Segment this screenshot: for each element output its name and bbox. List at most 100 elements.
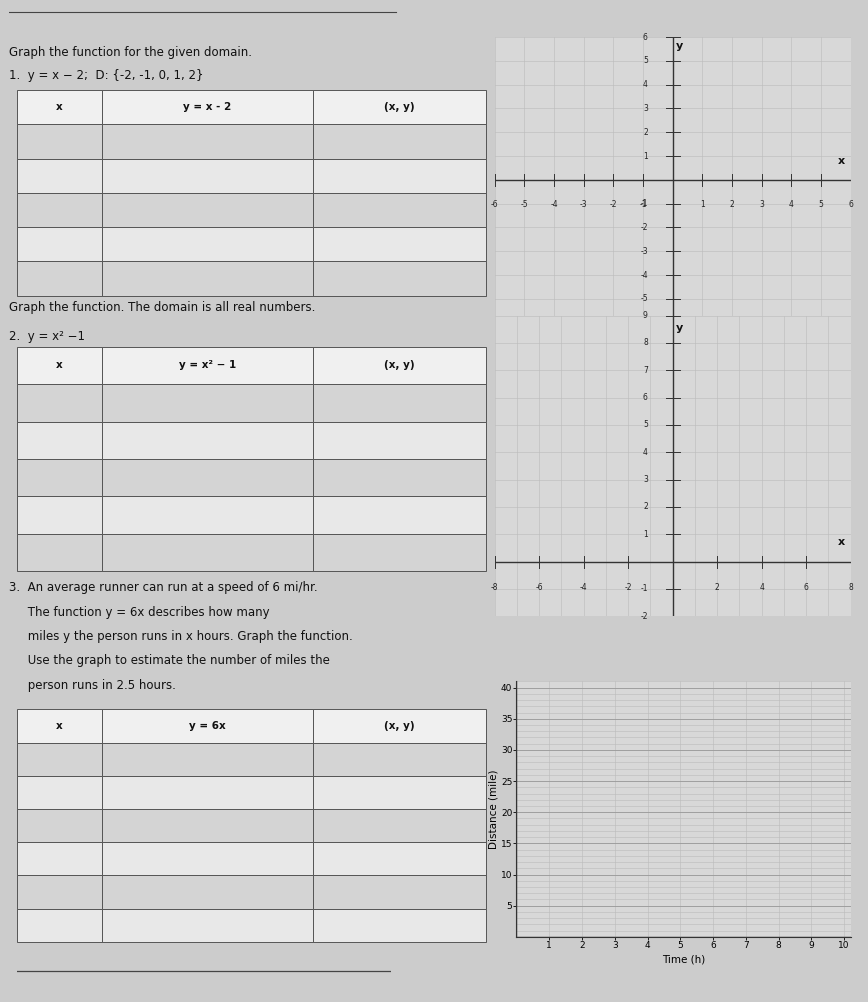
Text: -4: -4 [580,582,588,591]
Text: 4: 4 [789,199,793,208]
Text: y = 6x: y = 6x [189,721,226,731]
Bar [312,227,486,262]
Bar [17,709,102,742]
Bar [312,422,486,459]
Bar [312,384,486,422]
Text: -1: -1 [641,199,648,208]
Text: -2: -2 [641,612,648,620]
Bar [102,459,312,496]
Text: 8: 8 [848,582,853,591]
Bar [312,742,486,776]
Text: 1.  y = x − 2;  D: {-2, -1, 0, 1, 2}: 1. y = x − 2; D: {-2, -1, 0, 1, 2} [9,69,203,82]
Text: y = x - 2: y = x - 2 [183,102,231,112]
Bar [102,124,312,158]
Text: y: y [676,323,683,333]
Bar [17,809,102,843]
Bar [102,422,312,459]
Bar [312,90,486,124]
Text: x: x [838,155,845,165]
Text: (x, y): (x, y) [384,361,415,371]
Text: -5: -5 [641,295,648,304]
Text: 3: 3 [760,199,764,208]
Bar [312,192,486,227]
Bar [312,909,486,942]
Text: 4: 4 [643,80,648,89]
Bar [102,709,312,742]
Bar [102,227,312,262]
Bar [102,742,312,776]
Bar [17,262,102,296]
Text: x: x [56,361,62,371]
Text: -1: -1 [641,584,648,593]
Bar [17,496,102,534]
Text: 6: 6 [848,199,853,208]
Text: -6: -6 [491,199,498,208]
Text: 2: 2 [730,199,734,208]
Bar [312,534,486,571]
Text: 5: 5 [819,199,824,208]
Bar [312,347,486,384]
Text: y: y [676,41,683,51]
Bar [17,534,102,571]
Text: -6: -6 [536,582,543,591]
Bar [102,534,312,571]
Bar [312,809,486,843]
Text: y = x² − 1: y = x² − 1 [179,361,236,371]
Text: -1: -1 [640,199,647,208]
Bar [102,262,312,296]
Bar [312,459,486,496]
Text: 2: 2 [643,128,648,136]
Text: 2.  y = x² −1: 2. y = x² −1 [9,330,85,343]
Text: 6: 6 [643,393,648,402]
Bar [17,776,102,809]
Bar [312,158,486,192]
Bar [312,876,486,909]
Bar [102,192,312,227]
Bar [17,192,102,227]
Text: -2: -2 [641,223,648,231]
Text: 2: 2 [643,502,648,511]
Bar [102,876,312,909]
Text: 6: 6 [804,582,809,591]
Bar [17,90,102,124]
Text: -6: -6 [641,319,648,327]
Bar [312,496,486,534]
Text: 3: 3 [643,475,648,484]
Bar [17,459,102,496]
Text: -2: -2 [609,199,617,208]
Text: 6: 6 [643,33,648,41]
Text: Graph the function. The domain is all real numbers.: Graph the function. The domain is all re… [9,302,315,315]
Text: 5: 5 [643,421,648,430]
Bar [17,909,102,942]
Text: x: x [56,721,62,731]
Text: 1: 1 [643,530,648,539]
Text: 8: 8 [643,339,648,348]
Bar [17,384,102,422]
Text: x: x [838,536,845,546]
Text: 5: 5 [643,56,648,65]
Bar [17,742,102,776]
Y-axis label: Distance (mile): Distance (mile) [488,770,498,849]
Bar [102,384,312,422]
Text: 3: 3 [643,104,648,113]
Text: 4: 4 [760,582,764,591]
Text: 9: 9 [643,312,648,320]
Text: -3: -3 [641,246,648,256]
Text: The function y = 6x describes how many: The function y = 6x describes how many [9,605,269,618]
Text: 2: 2 [715,582,720,591]
Bar [312,124,486,158]
Text: -5: -5 [521,199,529,208]
Text: -3: -3 [580,199,588,208]
Bar [102,158,312,192]
Bar [17,227,102,262]
Bar [17,422,102,459]
Text: 3.  An average runner can run at a speed of 6 mi/hr.: 3. An average runner can run at a speed … [9,581,318,594]
Bar [102,496,312,534]
Text: 1: 1 [700,199,705,208]
Bar [312,709,486,742]
Bar [312,776,486,809]
Bar [17,124,102,158]
Text: -2: -2 [624,582,632,591]
Bar [102,843,312,876]
Bar [312,262,486,296]
